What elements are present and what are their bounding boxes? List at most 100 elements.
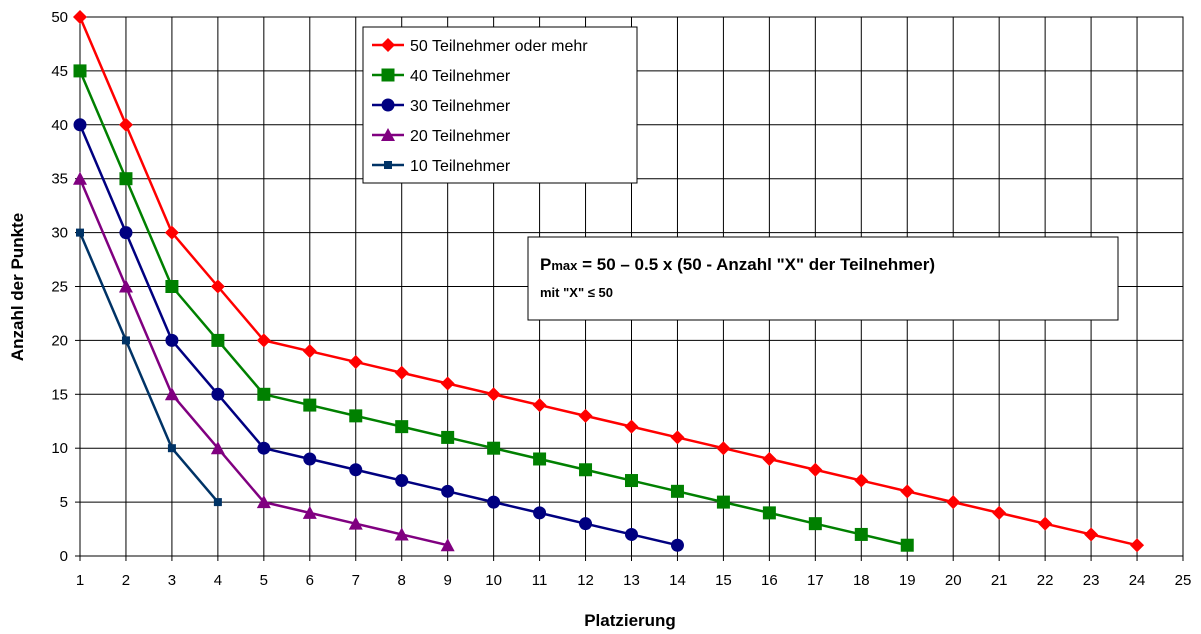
data-point bbox=[121, 336, 130, 345]
data-point bbox=[348, 516, 363, 530]
data-point bbox=[579, 463, 593, 477]
series-2 bbox=[73, 64, 914, 552]
data-point bbox=[257, 387, 271, 401]
data-point bbox=[165, 333, 179, 347]
x-tick-label: 21 bbox=[991, 572, 1008, 589]
x-tick-label: 13 bbox=[623, 572, 640, 589]
y-tick-label: 40 bbox=[51, 117, 68, 134]
data-point bbox=[303, 398, 317, 412]
y-tick-label: 0 bbox=[60, 548, 68, 565]
data-point bbox=[256, 495, 271, 509]
data-point bbox=[118, 279, 133, 293]
data-point bbox=[440, 376, 455, 391]
y-tick-label: 45 bbox=[51, 63, 68, 80]
data-point bbox=[762, 506, 776, 520]
data-point bbox=[854, 527, 868, 541]
legend-item: 30 Teilnehmer bbox=[372, 98, 511, 115]
chart-legend: 50 Teilnehmer oder mehr 40 Teilnehmer 30 T… bbox=[362, 26, 638, 184]
data-point bbox=[716, 495, 730, 509]
y-tick-label: 30 bbox=[51, 225, 68, 242]
data-point bbox=[579, 517, 593, 531]
y-tick-labels: 0 5 10 15 20 25 30 35 40 45 50 bbox=[51, 9, 68, 565]
data-point bbox=[625, 527, 638, 541]
formula-box-frame bbox=[527, 236, 1119, 321]
x-tick-label: 16 bbox=[761, 572, 778, 589]
x-tick-label: 18 bbox=[853, 572, 870, 589]
legend-label: 30 Teilnehmer bbox=[410, 98, 511, 115]
legend-item: 50 Teilnehmer oder mehr bbox=[372, 38, 588, 55]
data-point bbox=[210, 279, 225, 294]
legend-label: 50 Teilnehmer oder mehr bbox=[410, 38, 588, 55]
legend-marker bbox=[381, 68, 395, 82]
legend-label: 10 Teilnehmer bbox=[410, 158, 511, 175]
data-point bbox=[624, 419, 639, 434]
data-point bbox=[441, 484, 455, 498]
data-point bbox=[302, 344, 317, 359]
data-point bbox=[118, 117, 133, 132]
y-tick-label: 10 bbox=[51, 440, 68, 457]
data-point bbox=[211, 387, 225, 401]
x-tick-label: 24 bbox=[1129, 572, 1146, 589]
series-line bbox=[78, 124, 678, 547]
series-4 bbox=[73, 171, 455, 552]
x-tick-label: 25 bbox=[1175, 572, 1192, 589]
x-tick-label: 23 bbox=[1083, 572, 1100, 589]
data-point bbox=[302, 505, 317, 519]
x-tick-label: 17 bbox=[807, 572, 824, 589]
x-tick-label: 4 bbox=[214, 572, 222, 589]
formula-line-1: Pmax = 50 – 0.5 x (50 - Anzahl "X" der T… bbox=[540, 255, 935, 274]
data-point bbox=[1130, 538, 1145, 553]
data-point bbox=[441, 430, 455, 444]
x-tick-label: 9 bbox=[443, 572, 451, 589]
data-point bbox=[670, 484, 684, 498]
data-point bbox=[73, 171, 87, 185]
y-tick-label: 15 bbox=[51, 386, 68, 403]
series-1 bbox=[73, 10, 1145, 553]
data-point bbox=[486, 387, 501, 402]
data-point bbox=[213, 498, 222, 507]
data-point bbox=[625, 474, 638, 488]
formula-box: Pmax = 50 – 0.5 x (50 - Anzahl "X" der T… bbox=[527, 236, 1119, 321]
data-point bbox=[164, 387, 179, 401]
x-tick-label: 12 bbox=[577, 572, 594, 589]
data-point bbox=[73, 64, 87, 78]
y-tick-label: 50 bbox=[51, 9, 68, 26]
y-tick-label: 35 bbox=[51, 171, 68, 188]
data-point bbox=[670, 538, 684, 552]
x-tick-label: 20 bbox=[945, 572, 962, 589]
data-point bbox=[394, 527, 409, 541]
data-point bbox=[808, 462, 823, 477]
legend-marker bbox=[384, 161, 392, 169]
data-point bbox=[119, 226, 133, 240]
data-point bbox=[533, 452, 547, 466]
series-group bbox=[73, 10, 1145, 553]
formula-rest: = 50 – 0.5 x (50 - Anzahl "X" der Teilne… bbox=[577, 255, 935, 274]
x-tick-label: 5 bbox=[260, 572, 268, 589]
x-tick-label: 6 bbox=[306, 572, 314, 589]
data-point bbox=[533, 506, 547, 520]
data-point bbox=[76, 228, 84, 237]
x-tick-label: 11 bbox=[532, 572, 548, 589]
data-point bbox=[395, 420, 409, 434]
legend-box bbox=[362, 26, 638, 184]
series-3 bbox=[73, 118, 684, 552]
data-point bbox=[578, 408, 593, 423]
data-point bbox=[167, 444, 176, 453]
data-point bbox=[348, 354, 363, 369]
legend-marker bbox=[381, 98, 395, 112]
x-tick-label: 19 bbox=[899, 572, 916, 589]
x-tick-label: 14 bbox=[669, 572, 686, 589]
data-point bbox=[73, 118, 87, 132]
y-tick-label: 5 bbox=[60, 494, 68, 511]
data-point bbox=[349, 409, 363, 423]
legend-marker bbox=[381, 38, 395, 52]
formula-p: P bbox=[540, 255, 551, 274]
data-point bbox=[256, 333, 271, 348]
y-axis-title: Anzahl der Punkte bbox=[8, 213, 27, 361]
data-point bbox=[487, 441, 501, 455]
data-point bbox=[211, 333, 225, 347]
formula-subscript: max bbox=[551, 258, 578, 273]
series-line bbox=[78, 16, 1138, 547]
data-point bbox=[395, 474, 409, 488]
